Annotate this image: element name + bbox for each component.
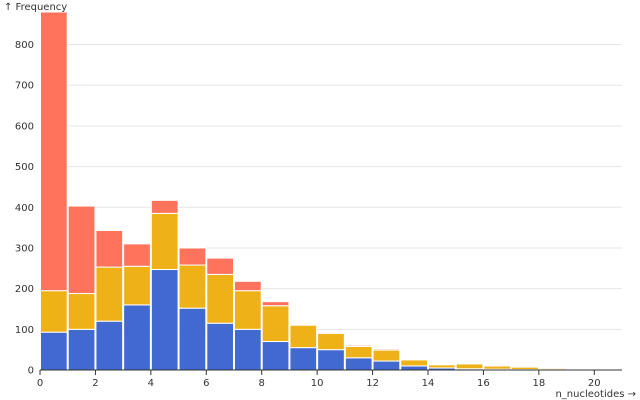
bar-segment: [206, 257, 235, 275]
bar-segment: [511, 366, 539, 371]
bar-segment: [95, 266, 124, 322]
bar-segment: [234, 290, 262, 330]
bar-segment: [261, 301, 290, 307]
bar-segment: [67, 293, 96, 330]
y-tick-label: 500: [15, 162, 34, 173]
y-tick-label: 800: [15, 40, 34, 51]
bar-segment: [234, 328, 262, 371]
y-tick-label: 400: [15, 203, 34, 214]
bar-segment: [67, 205, 96, 295]
x-tick-label: 8: [259, 378, 265, 389]
x-tick-label: 16: [477, 378, 490, 389]
x-axis-ticks: 0 2 4 6 8 10 12 14 16 18 20: [37, 370, 601, 389]
bars: [40, 11, 622, 371]
x-tick-label: 14: [422, 378, 435, 389]
bar-segment: [206, 322, 235, 371]
bar-segment: [95, 229, 124, 268]
bar-segment: [40, 290, 68, 333]
bar-segment: [123, 304, 151, 371]
x-tick-label: 2: [92, 378, 98, 389]
bar-segment: [344, 344, 373, 347]
bar-segment: [289, 347, 318, 371]
y-tick-label: 100: [15, 325, 34, 336]
bar-segment: [400, 359, 428, 367]
bar-segment: [206, 273, 235, 324]
bar-segment: [455, 363, 484, 370]
x-axis-title: n_nucleotides →: [555, 389, 636, 400]
x-tick-label: 18: [532, 378, 545, 389]
bar-segment: [178, 247, 207, 266]
x-tick-label: 6: [203, 378, 209, 389]
bar-segment: [372, 360, 401, 371]
bar-segment: [261, 341, 290, 371]
x-tick-label: 0: [37, 378, 43, 389]
bar-segment: [67, 328, 96, 371]
bar-segment: [372, 349, 401, 362]
bar-segment: [538, 367, 567, 371]
bar-segment: [261, 305, 290, 343]
y-axis-title: ↑ Frequency: [4, 2, 67, 13]
bar-segment: [95, 320, 124, 371]
bar-segment: [40, 11, 68, 292]
bar-segment: [150, 269, 179, 371]
bar-segment: [150, 199, 179, 214]
x-tick-label: 20: [588, 378, 601, 389]
bar-segment: [123, 265, 151, 306]
bar-segment: [40, 331, 68, 371]
bar-segment: [289, 324, 318, 349]
bar-segment: [234, 280, 262, 292]
x-tick-label: 10: [311, 378, 324, 389]
y-tick-label: 200: [15, 284, 34, 295]
bar-segment: [150, 212, 179, 271]
bar-segment: [317, 349, 345, 371]
bar-segment: [400, 365, 428, 371]
x-tick-label: 12: [366, 378, 379, 389]
y-tick-label: 0: [28, 366, 34, 377]
y-axis-ticks: 0 100 200 300 400 500 600 700 800: [15, 40, 34, 376]
bar-segment: [178, 264, 207, 309]
bar-segment: [372, 348, 401, 351]
bar-segment: [317, 332, 345, 351]
bar-segment: [344, 357, 373, 371]
bar-segment: [344, 345, 373, 359]
y-tick-label: 600: [15, 121, 34, 132]
y-tick-label: 300: [15, 243, 34, 254]
y-tick-label: 700: [15, 81, 34, 92]
bar-segment: [123, 243, 151, 267]
x-tick-label: 4: [148, 378, 154, 389]
bar-segment: [178, 307, 207, 371]
